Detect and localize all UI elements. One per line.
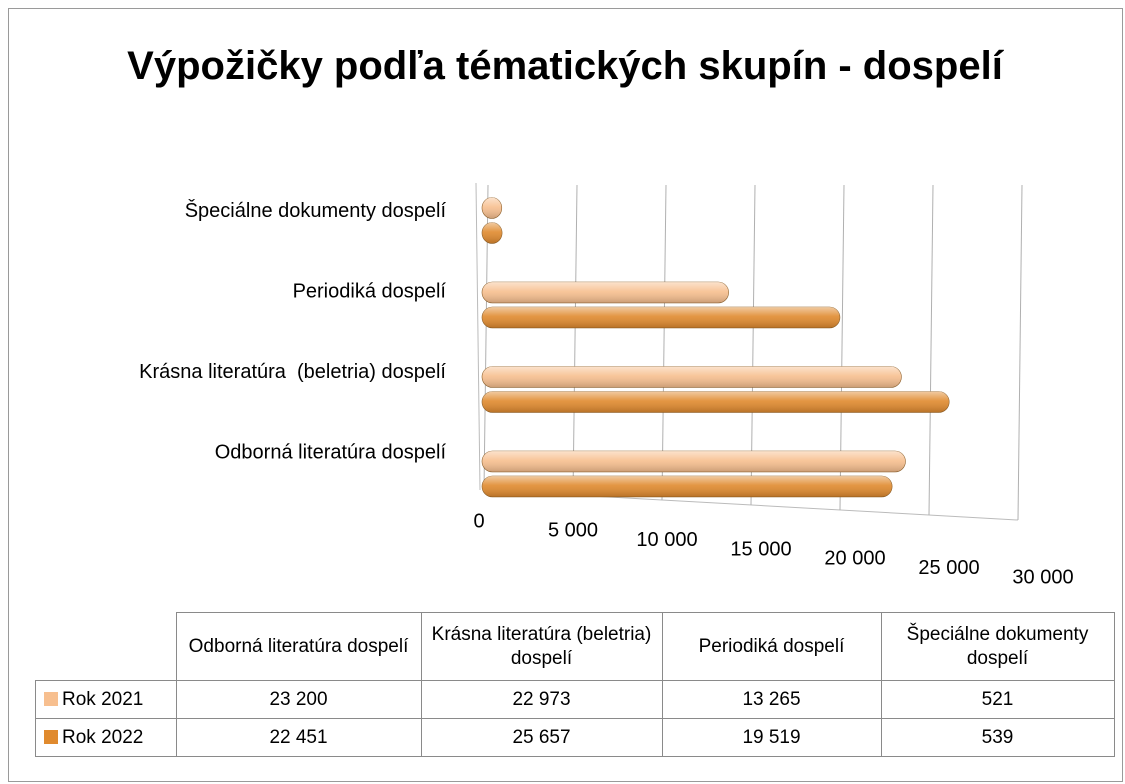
table-cell: 19 519 xyxy=(661,718,882,757)
axis-line xyxy=(475,182,481,491)
table-cell: 22 451 xyxy=(175,718,422,757)
table-header: Odborná literatúra dospelí xyxy=(175,612,422,681)
y-tick-label: Odborná literatúra dospelí xyxy=(215,441,447,463)
bar-shine xyxy=(482,282,729,303)
y-tick-label: Periodiká dospelí xyxy=(293,280,447,302)
legend-entry: Rok 2021 xyxy=(35,680,177,719)
bar-shine xyxy=(482,197,502,219)
table-header: Špeciálne dokumenty dospelí xyxy=(880,612,1115,681)
x-tick-label: 5 000 xyxy=(548,520,598,542)
chart-frame xyxy=(8,8,1123,782)
bar-shine xyxy=(482,366,902,388)
table-header: Krásna literatúra (beletria) dospelí xyxy=(420,612,663,681)
bar-shine xyxy=(482,476,893,497)
table-cell: 521 xyxy=(880,680,1115,719)
grid-line xyxy=(928,184,934,516)
grid-line xyxy=(572,184,578,496)
y-tick-label: Krásna literatúra (beletria) dospelí xyxy=(139,361,446,383)
chart: 0 5 000 10 000 15 000 20 000 25 000 30 000 Odbo… xyxy=(139,182,1074,588)
bar-shine xyxy=(482,307,840,328)
table-cell: 22 973 xyxy=(420,680,663,719)
chart-title: Výpožičky podľa tématických skupín - dos… xyxy=(127,44,1003,88)
bar-shine xyxy=(482,391,950,413)
legend-entry: Rok 2022 xyxy=(35,718,177,757)
x-tick-label: 25 000 xyxy=(918,557,979,579)
table-cell: 23 200 xyxy=(175,680,422,719)
x-tick-label: 0 xyxy=(473,510,484,532)
x-tick-label: 15 000 xyxy=(730,538,791,560)
y-tick-label: Špeciálne dokumenty dospelí xyxy=(185,199,447,222)
grid-line xyxy=(661,184,667,501)
bar-shine xyxy=(482,451,906,472)
table-row: Rok 2022 22 451 25 657 19 519 539 xyxy=(35,718,1115,757)
table-cell: 539 xyxy=(880,718,1115,757)
legend-swatch xyxy=(44,729,58,744)
bar-shine xyxy=(482,222,503,244)
table-cell: 25 657 xyxy=(420,718,663,757)
x-tick-label: 30 000 xyxy=(1012,566,1073,588)
table-cell: 13 265 xyxy=(661,680,882,719)
legend-label: Rok 2021 xyxy=(62,688,144,710)
data-table: Odborná literatúra dospelí Krásna literat… xyxy=(35,612,1115,757)
grid-line xyxy=(1017,184,1023,521)
table-row: Rok 2021 23 200 22 973 13 265 521 xyxy=(35,680,1115,719)
table-header: Periodiká dospelí xyxy=(661,612,882,681)
x-tick-label: 10 000 xyxy=(636,529,697,551)
legend-label: Rok 2022 xyxy=(62,726,144,748)
x-tick-label: 20 000 xyxy=(824,548,885,570)
legend-swatch xyxy=(44,691,58,706)
